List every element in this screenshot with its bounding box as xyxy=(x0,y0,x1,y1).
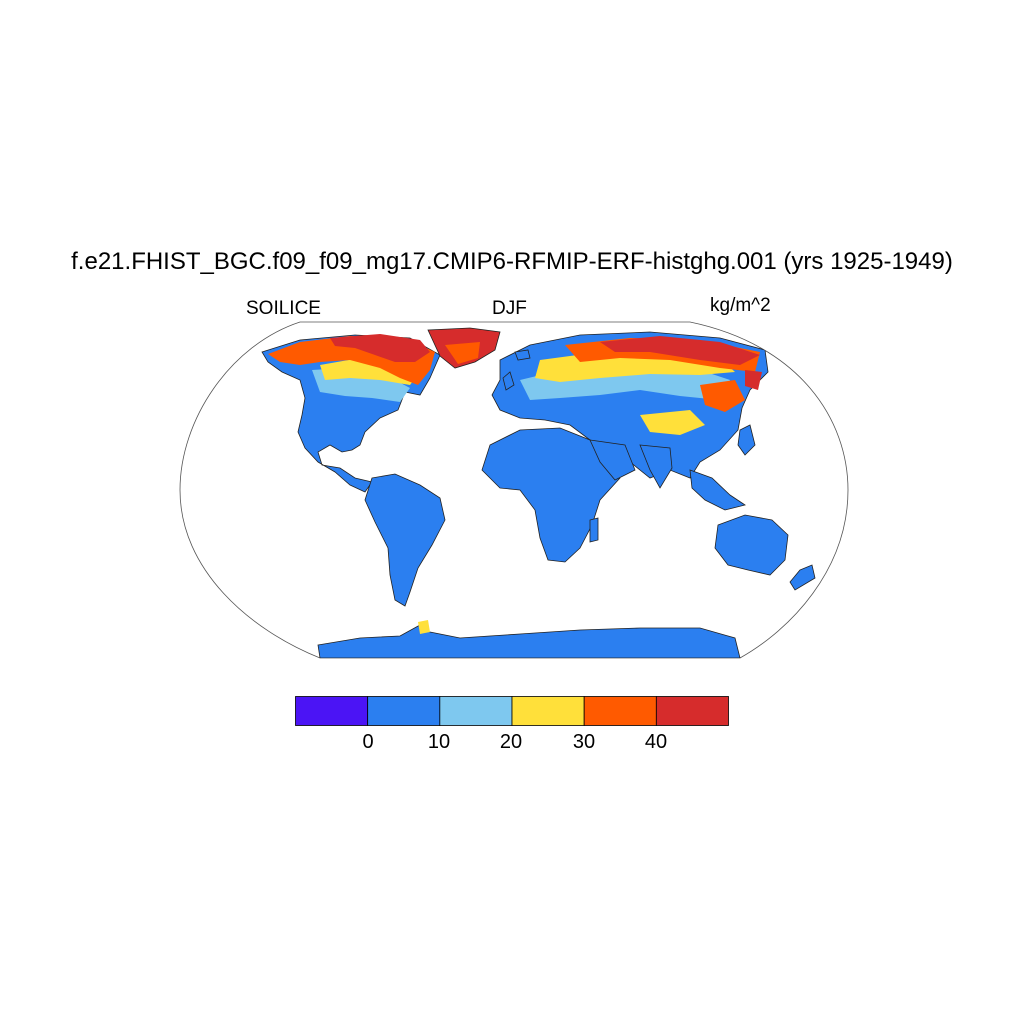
colorbar-box xyxy=(295,696,369,726)
colorbar-tick: 0 xyxy=(362,731,374,753)
eurasia-orange-east xyxy=(700,380,745,412)
antarctic-peninsula xyxy=(418,620,430,634)
colorbar-tick: 10 xyxy=(427,731,451,753)
south-america xyxy=(364,473,446,607)
colorbar-box xyxy=(439,696,513,726)
japan xyxy=(737,424,756,456)
colorbar-box xyxy=(511,696,585,726)
colorbar-tick: 40 xyxy=(644,731,668,753)
madagascar xyxy=(589,517,599,543)
kamchatka-red xyxy=(745,370,762,390)
tibet-yellow xyxy=(640,410,705,435)
colorbar-tick: 30 xyxy=(572,731,596,753)
greenland-orange xyxy=(445,342,480,364)
arabia xyxy=(589,439,636,481)
colorbar-box xyxy=(367,696,441,726)
africa xyxy=(481,427,621,563)
india xyxy=(639,444,673,489)
uk xyxy=(502,371,515,391)
figure-title: f.e21.FHIST_BGC.f09_f09_mg17.CMIP6-RFMIP… xyxy=(71,248,953,275)
iceland xyxy=(514,349,531,361)
north-america-red xyxy=(330,334,430,362)
colorbar-box xyxy=(583,696,657,726)
variable-label: SOILICE xyxy=(246,298,321,319)
new-zealand xyxy=(789,564,816,591)
australia xyxy=(714,514,789,576)
colorbar-tick: 20 xyxy=(499,731,523,753)
colorbar-box xyxy=(655,696,729,726)
colorbar xyxy=(295,696,729,726)
season-label: DJF xyxy=(492,298,527,319)
eurasia-red xyxy=(600,336,760,365)
units-label: kg/m^2 xyxy=(710,295,771,316)
se-asia xyxy=(689,469,746,511)
